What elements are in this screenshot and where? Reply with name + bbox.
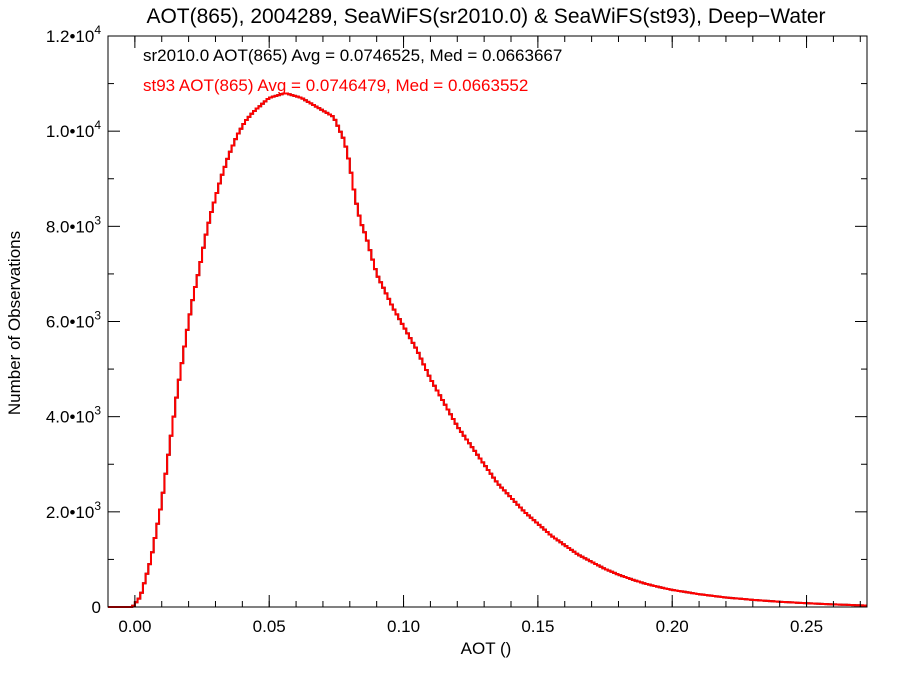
x-tick-label: 0.05	[253, 617, 286, 636]
y-tick-labels: 0 2.0•103 4.0•103 6.0•103 8.0•103 1.0•104 1.2•…	[46, 23, 102, 617]
x-tick-label: 0.00	[118, 617, 151, 636]
y-tick-label: 1.2•104	[46, 23, 102, 46]
y-tick-label: 8.0•103	[46, 213, 102, 236]
x-tick-label: 0.25	[790, 617, 823, 636]
x-tick-label: 0.10	[387, 617, 420, 636]
y-tick-label: 1.0•104	[46, 118, 102, 141]
series-layer	[108, 92, 867, 608]
annotation-sr2010-stats: sr2010.0 AOT(865) Avg = 0.0746525, Med =…	[143, 46, 562, 65]
y-tick-label: 6.0•103	[46, 309, 102, 332]
y-tick-label: 2.0•103	[46, 499, 102, 522]
plot-frame	[107, 35, 868, 608]
annotation-st93-stats: st93 AOT(865) Avg = 0.0746479, Med = 0.0…	[143, 76, 528, 95]
y-axis-label: Number of Observations	[5, 231, 24, 415]
y-tick-label: 4.0•103	[46, 404, 102, 427]
x-tick-label: 0.15	[521, 617, 554, 636]
y-tick-label: 0	[92, 598, 101, 617]
x-axis-label: AOT ()	[461, 639, 512, 658]
chart-title: AOT(865), 2004289, SeaWiFS(sr2010.0) & S…	[146, 5, 825, 28]
series-st93-line	[108, 92, 867, 608]
x-tick-labels: 0.00 0.05 0.10 0.15 0.20 0.25	[118, 617, 823, 636]
x-tick-label: 0.20	[656, 617, 689, 636]
